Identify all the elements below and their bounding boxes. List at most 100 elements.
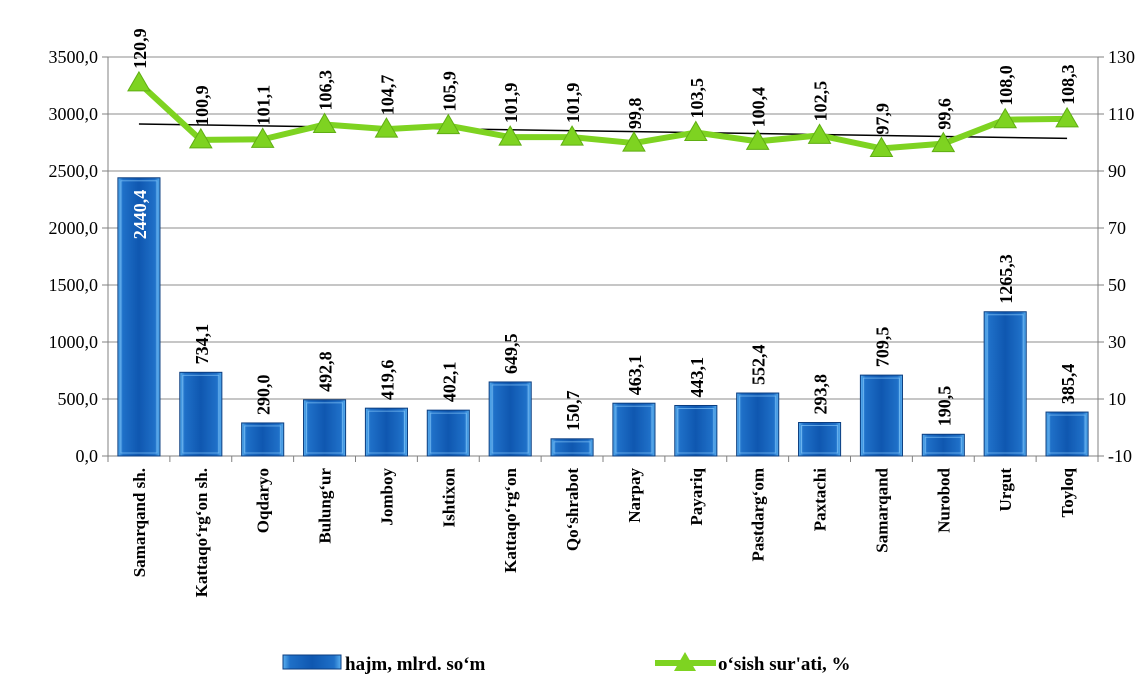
- line-marker: [374, 117, 399, 138]
- line-marker: [250, 127, 275, 148]
- bar-highlight: [306, 402, 344, 454]
- line-data-label: 99,6: [934, 98, 954, 130]
- category-label: Urgut: [996, 468, 1015, 512]
- left-tick-label: 0,0: [76, 446, 99, 466]
- line-data-label: 108,3: [1058, 64, 1078, 105]
- bar: [1045, 411, 1089, 457]
- bar-highlight: [491, 384, 529, 454]
- category-label: Kattaqo‘rg‘on sh.: [192, 468, 211, 597]
- category-label: Kattaqo‘rg‘on: [501, 467, 520, 572]
- bar: [179, 371, 223, 457]
- bar: [798, 422, 842, 457]
- right-tick-label: 50: [1108, 275, 1126, 295]
- line-data-label: 105,9: [439, 71, 459, 112]
- line-data-label: 102,5: [811, 81, 831, 122]
- bar-data-label: 709,5: [872, 327, 892, 368]
- line-marker: [436, 113, 461, 135]
- line-marker: [745, 129, 770, 150]
- line-data-label: 101,1: [254, 85, 274, 126]
- bar-data-label: 492,8: [316, 351, 336, 392]
- line-data-label: 100,4: [749, 87, 769, 128]
- bar-highlight: [429, 412, 467, 454]
- bar: [241, 422, 285, 457]
- bar-highlight: [986, 314, 1024, 454]
- right-tick-label: 90: [1108, 161, 1126, 181]
- bar-highlight: [862, 377, 900, 454]
- category-label: Qo‘shrabot: [563, 468, 582, 551]
- bar: [364, 407, 408, 457]
- category-label: Payariq: [687, 467, 706, 525]
- right-tick-label: 70: [1108, 218, 1126, 238]
- line-marker: [807, 123, 832, 144]
- category-label: Ishtixon: [439, 467, 458, 527]
- data-labels: 2440,4 734,1 290,0 492,8 419,6 402,1 649,5 150,…: [130, 28, 1078, 430]
- bar: [550, 438, 594, 457]
- right-tick-label: 30: [1108, 332, 1126, 352]
- bar-highlight: [367, 410, 405, 454]
- left-tick-label: 2000,0: [49, 218, 99, 238]
- bar-highlight: [677, 407, 715, 454]
- line-marker: [560, 125, 584, 146]
- line-marker: [931, 131, 956, 153]
- bar-highlight: [553, 441, 591, 454]
- bar-highlight: [924, 436, 962, 454]
- bar: [117, 177, 161, 457]
- bar-data-label: 402,1: [439, 362, 459, 403]
- bar-data-label: 552,4: [749, 345, 769, 386]
- left-tick-label: 1000,0: [49, 332, 99, 352]
- right-tick-label: 130: [1108, 47, 1135, 67]
- category-label: Samarqand sh.: [130, 468, 149, 577]
- bar-highlight: [801, 425, 839, 454]
- bar-data-label: 2440,4: [130, 190, 150, 240]
- category-label: Samarqand: [872, 467, 891, 552]
- category-label: Oqdaryo: [254, 468, 273, 533]
- bar-data-label: 649,5: [501, 333, 521, 374]
- line-marker: [312, 112, 337, 134]
- line-series: [127, 70, 1079, 157]
- bar: [674, 404, 718, 457]
- right-tick-label: -10: [1108, 446, 1132, 466]
- line-marker: [622, 131, 646, 152]
- bar: [488, 381, 532, 457]
- bar: [612, 402, 656, 457]
- bar: [921, 433, 965, 457]
- bar: [736, 392, 780, 457]
- bar-data-label: 385,4: [1058, 364, 1078, 405]
- left-tick-label: 1500,0: [49, 275, 99, 295]
- left-tick-label: 500,0: [58, 389, 99, 409]
- bar-data-label: 463,1: [625, 355, 645, 396]
- line-data-label: 101,9: [501, 83, 521, 124]
- bar-data-label: 190,5: [934, 386, 954, 427]
- legend-line-marker: [674, 652, 696, 671]
- bar: [303, 399, 347, 457]
- bar-data-label: 734,1: [192, 324, 212, 365]
- line-marker: [1055, 106, 1079, 128]
- gridlines: [108, 56, 1098, 400]
- axes: 0,0 500,0 1000,0 1500,0 2000,0 2500,0 3000,0 35…: [49, 47, 1136, 597]
- left-tick-label: 3500,0: [49, 47, 99, 67]
- line-marker: [993, 107, 1018, 129]
- line-data-label: 120,9: [130, 28, 150, 69]
- line-marker: [188, 127, 213, 149]
- line-path: [136, 80, 1068, 152]
- bar: [983, 311, 1027, 457]
- left-tick-label: 2500,0: [49, 161, 99, 181]
- category-label: Narpay: [625, 468, 644, 523]
- legend-line-label: o‘sish sur'ati, %: [718, 654, 851, 675]
- legend-bar-swatch: [282, 654, 342, 670]
- category-label: Nurobod: [934, 467, 953, 532]
- category-label: Pastdarg‘om: [749, 468, 768, 561]
- line-data-label: 104,7: [377, 75, 397, 116]
- line-data-label: 108,0: [996, 65, 1016, 106]
- bar-data-label: 419,6: [377, 360, 397, 401]
- line-data-label: 103,5: [687, 78, 707, 119]
- bar-highlight: [120, 180, 158, 454]
- category-label: Toyloq: [1058, 467, 1077, 517]
- bar-highlight: [182, 374, 220, 454]
- bar-data-label: 150,7: [563, 390, 583, 431]
- legend-bar-label: hajm, mlrd. so‘m: [345, 654, 486, 675]
- right-tick-label: 10: [1108, 389, 1126, 409]
- line-marker: [127, 70, 151, 92]
- category-label: Bulung‘ur: [316, 468, 335, 544]
- bar-data-label: 293,8: [811, 374, 831, 415]
